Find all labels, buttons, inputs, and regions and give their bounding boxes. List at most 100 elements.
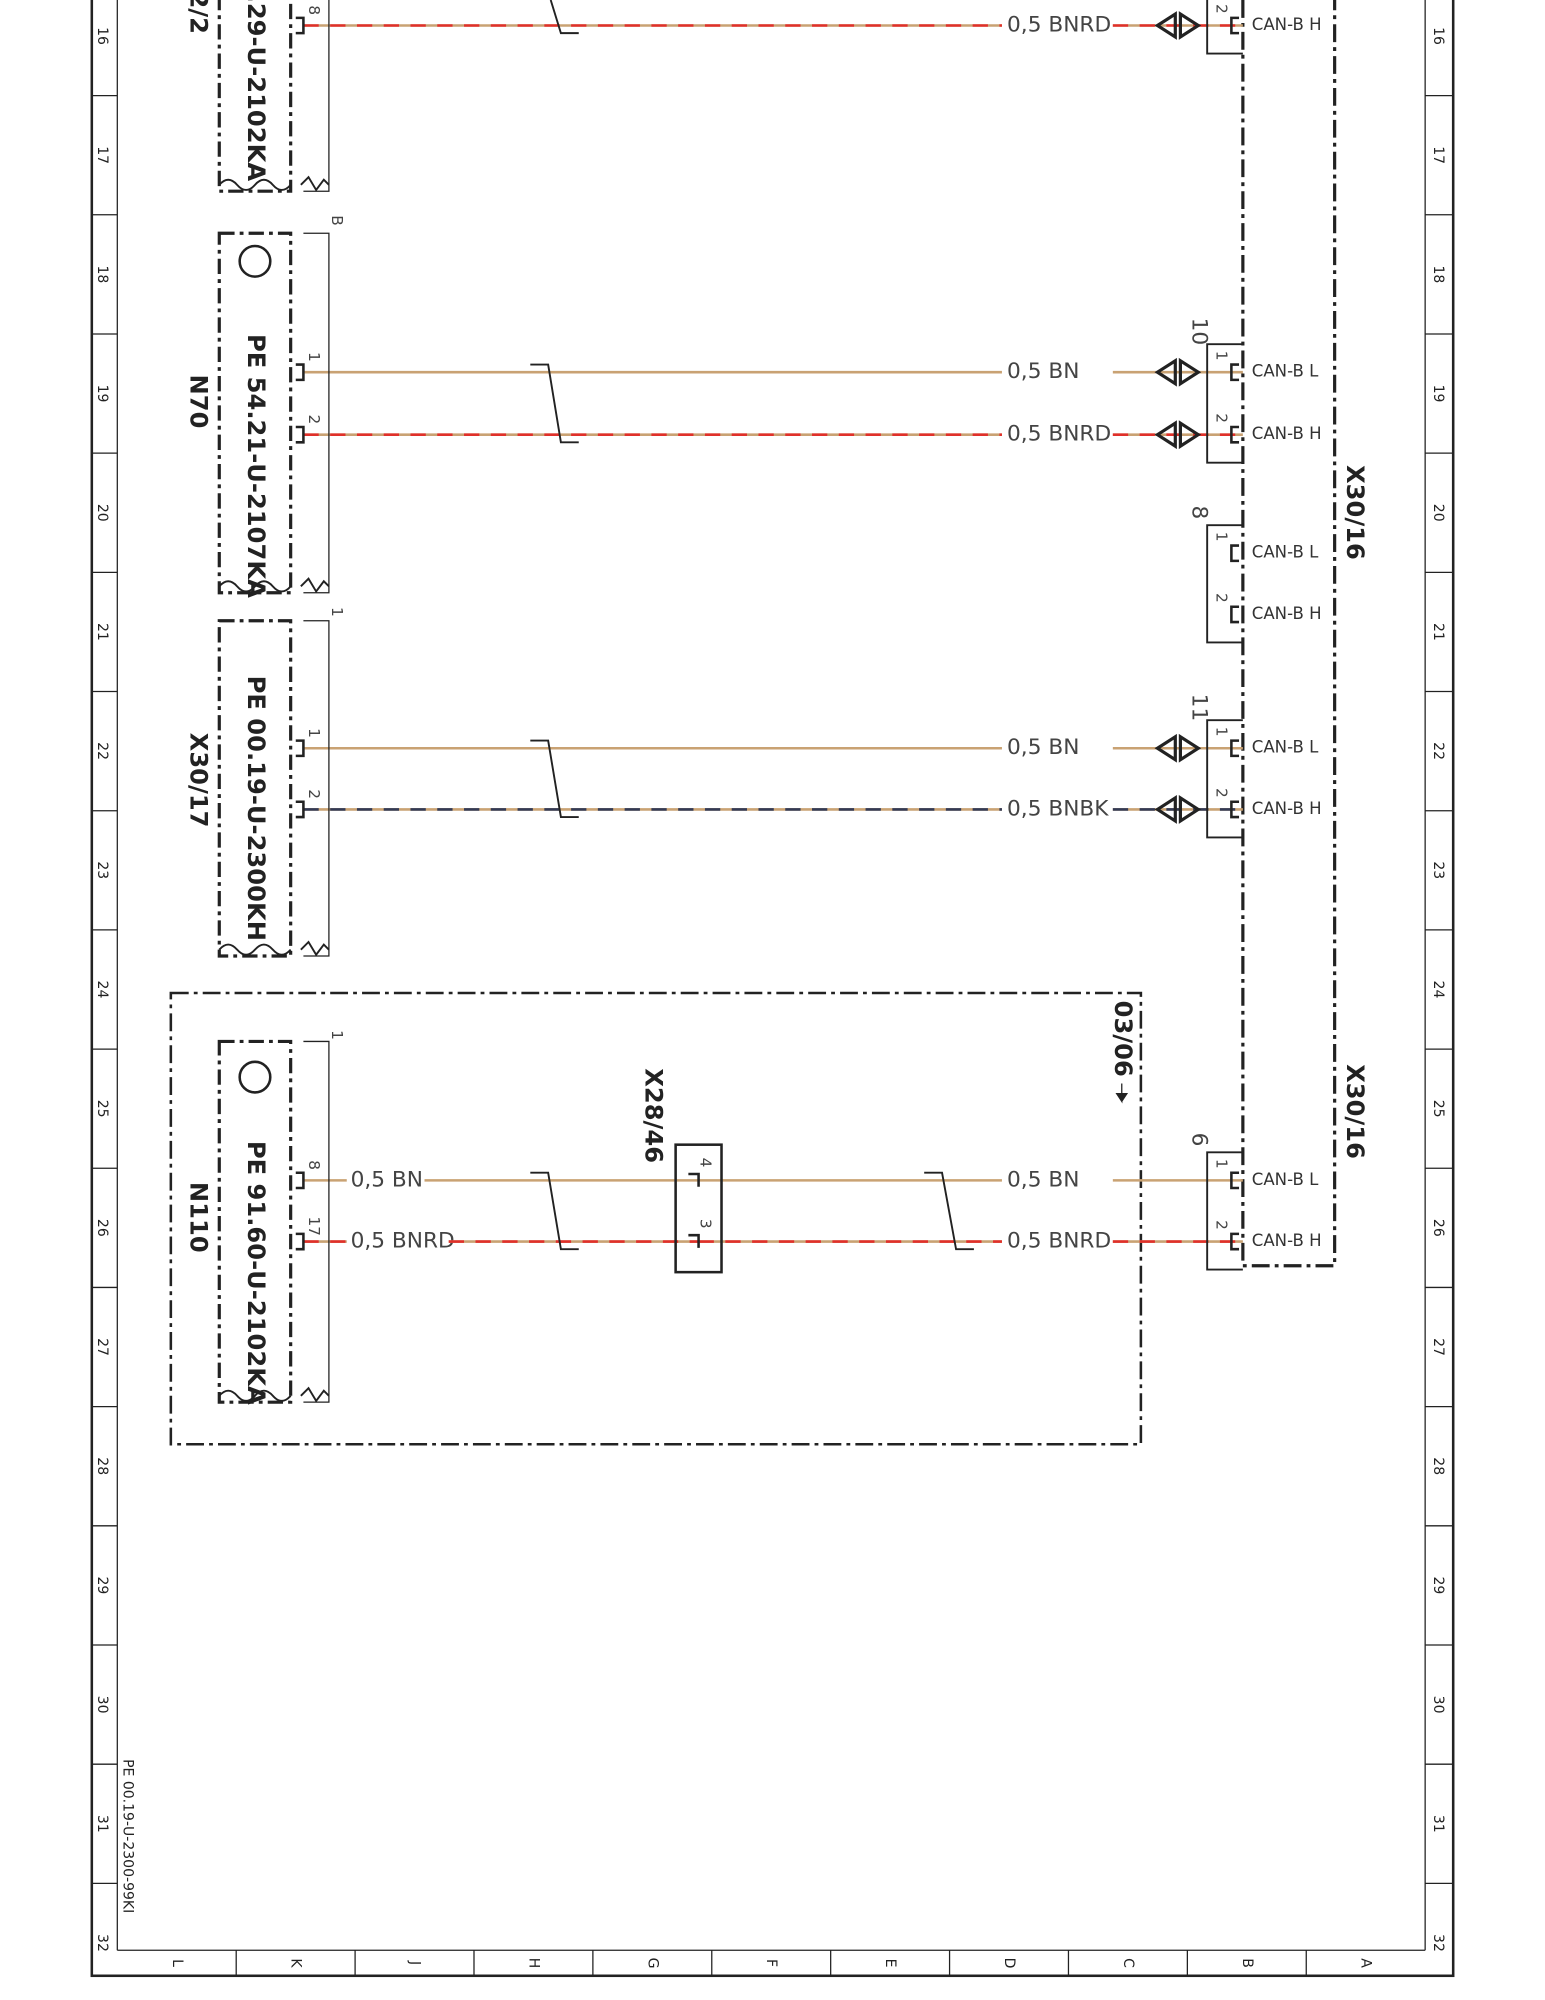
row-number: 22 <box>94 742 110 760</box>
row-number: 17 <box>1430 146 1446 164</box>
pin-terminal <box>1230 1171 1240 1190</box>
pin-terminal <box>1230 363 1240 382</box>
sensor-icon <box>238 244 272 278</box>
column-letter: H <box>525 1958 541 1969</box>
row-number: 20 <box>1430 504 1446 522</box>
pin-terminal <box>1230 800 1240 819</box>
splice-label: X28/46 <box>640 1068 668 1163</box>
wire-label: 0,5 BNRD <box>351 1229 455 1254</box>
component-label: X30/17 <box>185 733 213 828</box>
pin-number: 2 <box>1213 413 1231 423</box>
row-number: 26 <box>94 1219 110 1237</box>
column-letter: B <box>1239 1958 1255 1968</box>
plug-symbol <box>1154 733 1202 763</box>
pin-terminal <box>295 363 305 382</box>
column-letter: C <box>1120 1958 1136 1968</box>
plug-symbol <box>1154 795 1202 824</box>
break-mark <box>218 577 330 594</box>
pin-number: 8 <box>305 1160 323 1170</box>
wire-label: 0,5 BNRD <box>1007 422 1111 447</box>
plug-symbol <box>1154 11 1202 40</box>
pin-terminal <box>295 739 305 758</box>
column-letter: E <box>882 1959 898 1968</box>
pin-terminal <box>295 800 305 819</box>
row-number: 27 <box>94 1338 110 1356</box>
pin-number: 1 <box>1213 727 1231 737</box>
twist-mark <box>924 1171 974 1251</box>
pin-terminal <box>688 1233 700 1248</box>
pin-number: 8 <box>305 5 323 15</box>
row-number: 25 <box>94 1100 110 1118</box>
connector-bracket <box>1206 343 1243 464</box>
component-ref: PE 91.60-U-2102KA <box>242 1141 270 1405</box>
pin-number: 2 <box>1213 593 1231 603</box>
sensor-icon <box>238 1060 272 1094</box>
row-number: 31 <box>94 1815 110 1833</box>
column-letter: L <box>169 1959 185 1967</box>
version-arrow <box>1115 1083 1129 1104</box>
component-box <box>217 1039 293 1404</box>
row-number: 29 <box>1430 1576 1446 1594</box>
component-label: N110 <box>185 1182 213 1253</box>
row-number: 31 <box>1430 1815 1446 1833</box>
wire-label: 0,5 BNBK <box>1007 796 1109 821</box>
pin-number: 4 <box>696 1158 714 1168</box>
drawing-number: PE 00.19-U-2300-99KI <box>120 1759 136 1913</box>
pin-number: 2 <box>305 789 323 799</box>
connector-bracket <box>1206 1151 1243 1271</box>
row-number: 27 <box>1430 1338 1446 1356</box>
row-number: 21 <box>1430 623 1446 641</box>
row-number: 16 <box>94 27 110 45</box>
row-number: 20 <box>94 504 110 522</box>
component-box <box>217 0 293 193</box>
row-number: 26 <box>1430 1219 1446 1237</box>
row-number: 21 <box>94 623 110 641</box>
wire-label: 0,5 BN <box>351 1167 423 1192</box>
group-number: 10 <box>1186 318 1211 346</box>
splice-box <box>674 1143 723 1274</box>
row-number: 19 <box>1430 385 1446 403</box>
signal-name: CAN-B H <box>1252 424 1322 443</box>
column-letter: K <box>288 1958 304 1968</box>
row-number: 32 <box>94 1934 110 1952</box>
row-number: 19 <box>94 385 110 403</box>
signal-name: CAN-B H <box>1252 799 1322 818</box>
pin-terminal <box>1230 739 1240 758</box>
pin-terminal <box>295 1171 305 1190</box>
pin-number: 1 <box>305 728 323 738</box>
break-mark <box>218 175 330 192</box>
plug-symbol <box>1154 357 1202 387</box>
connector-label: X30/16 <box>1341 1064 1369 1159</box>
signal-name: CAN-B L <box>1252 362 1319 381</box>
component-pin-bar <box>303 0 330 192</box>
component-ref: PE 00.19-U-2300KH <box>242 676 270 941</box>
row-number: 28 <box>94 1457 110 1475</box>
component-label: N70 <box>185 375 213 429</box>
connector-bracket <box>1206 719 1243 839</box>
pin-number: 2 <box>1213 788 1231 798</box>
pin-number: 2 <box>305 415 323 425</box>
row-number: 18 <box>94 265 110 283</box>
pin-terminal <box>1230 544 1240 563</box>
component-tag: 1 <box>328 607 346 617</box>
row-number: 30 <box>94 1696 110 1714</box>
pin-number: 1 <box>1213 532 1231 542</box>
column-letter: G <box>644 1958 660 1969</box>
row-number: 18 <box>1430 265 1446 283</box>
column-letter: J <box>407 1960 423 1965</box>
component-tag: B <box>328 215 346 225</box>
version-note: 03/06 <box>1109 1001 1137 1077</box>
twist-mark <box>530 739 579 819</box>
pin-terminal <box>295 16 305 35</box>
twist-mark <box>530 363 579 444</box>
row-number: 24 <box>1430 981 1446 999</box>
row-number: 24 <box>94 981 110 999</box>
wire-label: 0,5 BNRD <box>1007 12 1111 37</box>
signal-name: CAN-B L <box>1252 1170 1319 1189</box>
row-number: 22 <box>1430 742 1446 760</box>
group-number: 11 <box>1186 694 1211 722</box>
pin-number: 1 <box>305 352 323 362</box>
row-number: 23 <box>94 861 110 879</box>
pin-number: 2 <box>1213 1220 1231 1230</box>
